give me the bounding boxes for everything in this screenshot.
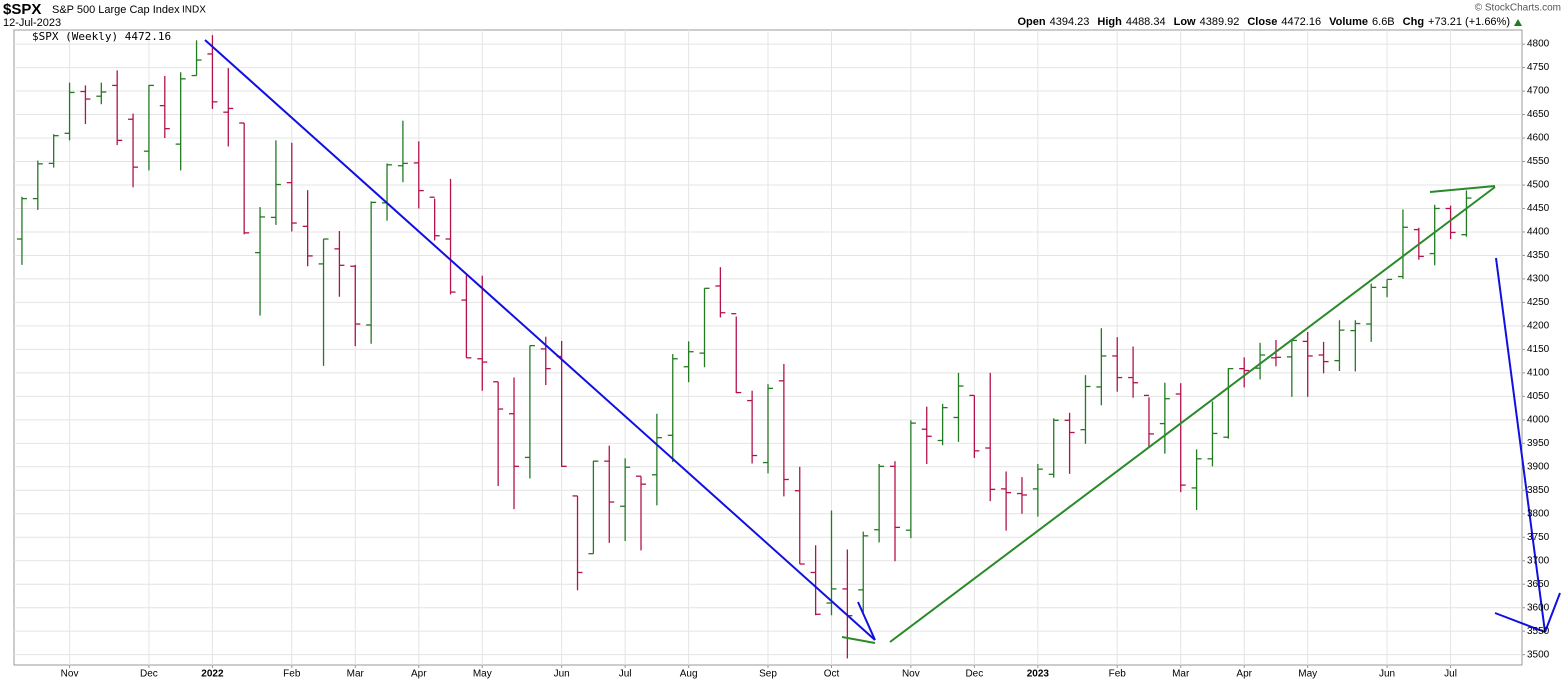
x-tick-label: May [1298,669,1317,680]
exchange: INDX [182,5,206,16]
y-tick-label: 3550 [1527,626,1550,637]
y-tick-label: 4500 [1527,180,1550,191]
quote-value: 4394.23 [1050,16,1090,28]
trend-line [889,186,1496,643]
quote-label: Chg [1403,16,1424,28]
x-tick-label: 2022 [201,669,224,680]
x-tick-label: Oct [824,669,840,680]
quote-value: +73.21 (+1.66%) [1428,16,1510,28]
y-tick-label: 3800 [1527,508,1550,519]
y-tick-label: 4450 [1527,203,1550,214]
quote-label: Volume [1329,16,1368,28]
y-tick-label: 3700 [1527,555,1550,566]
trend-lines [204,39,1561,644]
x-tick-label: Jul [1444,669,1457,680]
y-tick-label: 4350 [1527,250,1550,261]
y-tick-label: 4300 [1527,274,1550,285]
y-tick-label: 4750 [1527,62,1550,73]
date: 12-Jul-2023 [3,17,61,29]
x-tick-label: Jun [1379,669,1395,680]
y-tick-label: 4700 [1527,86,1550,97]
trend-line [1544,592,1561,633]
quote-label: Low [1174,16,1196,28]
quote-value: 4488.34 [1126,16,1166,28]
y-tick-label: 3950 [1527,438,1550,449]
quote-label: High [1097,16,1122,28]
trend-line [1429,185,1496,193]
legend: $SPX (Weekly) 4472.16 [32,30,171,43]
x-tick-label: Apr [1236,669,1252,680]
quote-value: 4472.16 [1281,16,1321,28]
y-tick-label: 3600 [1527,602,1550,613]
y-tick-label: 4200 [1527,321,1550,332]
symbol: $SPX [3,1,41,18]
x-tick-label: Dec [965,669,983,680]
x-tick-label: Dec [140,669,158,680]
x-tick-label: 2023 [1027,669,1050,680]
y-tick-label: 4150 [1527,344,1550,355]
x-tick-label: Jul [619,669,632,680]
quote-line: Open 4394.23 High 4488.34 Low 4389.92 Close 447… [1017,16,1510,28]
x-tick-label: Jun [554,669,570,680]
y-tick-label: 3750 [1527,532,1550,543]
trend-line [857,601,876,641]
quote-label: Open [1017,16,1045,28]
x-tick-label: Mar [1172,669,1190,680]
x-tick-label: Apr [411,669,427,680]
x-tick-label: Sep [759,669,777,680]
quote-label: Close [1247,16,1277,28]
y-tick-label: 4000 [1527,414,1550,425]
y-tick-label: 3900 [1527,461,1550,472]
quote-value: 6.6B [1372,16,1395,28]
y-tick-label: 3850 [1527,485,1550,496]
grid [14,30,1525,668]
y-tick-label: 4550 [1527,156,1550,167]
y-tick-label: 4650 [1527,109,1550,120]
y-tick-label: 4100 [1527,368,1550,379]
trend-line [841,636,876,644]
trend-line [204,39,876,641]
y-tick-label: 3650 [1527,579,1550,590]
up-arrow [1514,19,1522,26]
y-tick-label: 4400 [1527,227,1550,238]
x-tick-label: Feb [283,669,301,680]
quote-value: 4389.92 [1200,16,1240,28]
y-tick-label: 4800 [1527,39,1550,50]
credit: © StockCharts.com [1475,3,1561,14]
trend-line [1495,257,1546,633]
y-tick-label: 4600 [1527,133,1550,144]
x-tick-label: Nov [61,669,79,680]
index-name: S&P 500 Large Cap Index [52,4,180,16]
x-tick-label: Nov [902,669,920,680]
bars [16,35,1472,659]
trend-line [1494,612,1546,633]
x-tick-label: Mar [347,669,365,680]
y-tick-label: 3500 [1527,649,1550,660]
x-tick-label: May [473,669,492,680]
x-tick-label: Feb [1109,669,1127,680]
x-tick-label: Aug [680,669,698,680]
y-tick-label: 4250 [1527,297,1550,308]
y-tick-label: 4050 [1527,391,1550,402]
